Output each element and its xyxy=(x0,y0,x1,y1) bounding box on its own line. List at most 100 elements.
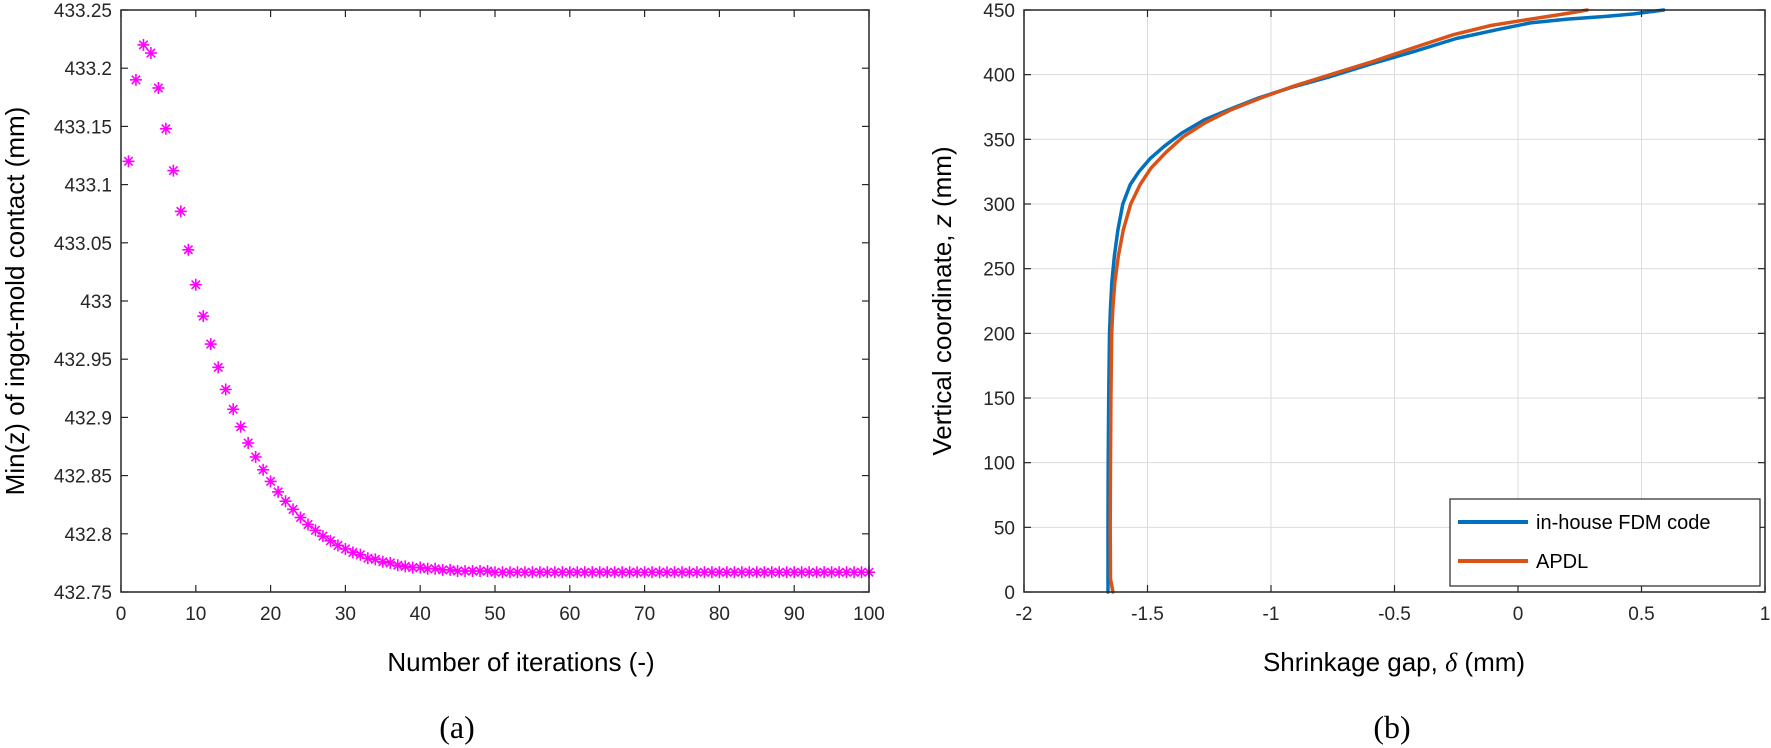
data-point xyxy=(414,561,427,574)
x-label-symbol: δ xyxy=(1445,648,1458,677)
y-label-unit: (mm) xyxy=(927,146,957,214)
chart-b-y-axis-label: Vertical coordinate, z (mm) xyxy=(927,146,957,455)
x-tick-label: 20 xyxy=(260,604,281,625)
data-point xyxy=(182,243,195,256)
data-point xyxy=(159,122,172,135)
x-tick-label: -1 xyxy=(1263,604,1280,625)
series-line-apdl xyxy=(1108,8,1589,594)
data-point xyxy=(242,437,255,450)
y-label-text: Vertical coordinate, xyxy=(927,227,957,455)
data-point xyxy=(272,485,285,498)
x-tick-label: 100 xyxy=(853,604,885,625)
chart-b-caption: (b) xyxy=(1373,709,1410,745)
chart-a: 0 10 20 30 40 50 60 70 80 90 100 432.75 432.8 432.85… xyxy=(0,1,885,745)
x-tick-label: 10 xyxy=(185,604,206,625)
data-point xyxy=(144,47,157,60)
data-point xyxy=(227,403,240,416)
data-point xyxy=(518,566,531,579)
data-point xyxy=(279,495,292,508)
chart-b-y-ticks: 0 50 100 150 200 250 300 350 400 450 xyxy=(983,1,1765,604)
y-tick-label: 0 xyxy=(1004,583,1015,604)
x-tick-label: 90 xyxy=(784,604,805,625)
data-point xyxy=(384,556,397,569)
chart-a-caption: (a) xyxy=(439,709,475,745)
y-tick-label: 432.75 xyxy=(54,583,112,604)
y-tick-label: 200 xyxy=(983,324,1015,345)
x-tick-label: -0.5 xyxy=(1378,604,1411,625)
data-point xyxy=(474,565,487,578)
data-point xyxy=(623,566,636,579)
data-point xyxy=(167,164,180,177)
data-point xyxy=(316,530,329,543)
x-tick-label: -1.5 xyxy=(1131,604,1164,625)
data-point xyxy=(444,563,457,576)
chart-a-plot-area xyxy=(121,10,869,592)
data-point xyxy=(129,73,142,86)
data-point xyxy=(818,566,831,579)
data-point xyxy=(234,420,247,433)
chart-a-markers xyxy=(122,38,875,579)
x-tick-label: 1 xyxy=(1760,604,1771,625)
y-tick-label: 250 xyxy=(983,260,1015,281)
x-tick-label: 60 xyxy=(559,604,580,625)
data-point xyxy=(563,566,576,579)
data-point xyxy=(302,518,314,531)
y-tick-label: 432.85 xyxy=(54,467,112,488)
chart-a-x-axis-label: Number of iterations (-) xyxy=(387,647,654,677)
data-point xyxy=(825,566,838,579)
data-point xyxy=(264,475,277,488)
x-label-unit: (mm) xyxy=(1457,647,1525,677)
x-tick-label: 0 xyxy=(116,604,127,625)
legend-label-apdl: APDL xyxy=(1536,551,1588,573)
data-point xyxy=(122,155,135,168)
data-point xyxy=(197,310,210,323)
x-tick-label: 0.5 xyxy=(1628,604,1654,625)
data-point xyxy=(735,566,748,579)
y-tick-label: 432.9 xyxy=(64,408,112,429)
data-point xyxy=(713,566,726,579)
x-tick-label: 0 xyxy=(1513,604,1524,625)
data-point xyxy=(174,205,187,218)
chart-b-x-ticks: -2 -1.5 -1 -0.5 0 0.5 1 xyxy=(1016,10,1771,625)
chart-a-x-ticks: 0 10 20 30 40 50 60 70 80 90 100 xyxy=(116,10,885,625)
data-point xyxy=(361,552,374,565)
data-point xyxy=(758,566,771,579)
y-tick-label: 100 xyxy=(983,454,1015,475)
y-tick-label: 433.25 xyxy=(54,1,112,22)
x-tick-label: 80 xyxy=(709,604,730,625)
data-point xyxy=(376,555,389,568)
chart-b-x-axis-label: Shrinkage gap, δ (mm) xyxy=(1263,647,1525,677)
y-tick-label: 150 xyxy=(983,389,1015,410)
y-tick-label: 432.8 xyxy=(64,525,112,546)
chart-a-y-axis-label: Min(z) of ingot-mold contact (mm) xyxy=(0,107,30,496)
x-tick-label: 30 xyxy=(335,604,356,625)
chart-a-y-ticks: 432.75 432.8 432.85 432.9 432.95 433 433.05 433… xyxy=(54,1,869,604)
data-point xyxy=(698,566,711,579)
data-point xyxy=(257,463,270,476)
data-point xyxy=(391,559,404,572)
y-tick-label: 433.05 xyxy=(54,234,112,255)
x-tick-label: 40 xyxy=(410,604,431,625)
data-point xyxy=(429,562,442,575)
legend-label-fdm: in-house FDM code xyxy=(1536,512,1711,534)
x-tick-label: 50 xyxy=(484,604,505,625)
data-point xyxy=(451,565,464,578)
data-point xyxy=(294,511,307,524)
data-point xyxy=(204,338,217,351)
y-tick-label: 432.95 xyxy=(54,350,112,371)
data-point xyxy=(212,361,225,374)
y-tick-label: 450 xyxy=(983,1,1015,22)
y-tick-label: 50 xyxy=(994,518,1015,539)
y-tick-label: 433 xyxy=(80,292,112,313)
data-point xyxy=(219,383,232,396)
data-point xyxy=(309,524,322,537)
data-point xyxy=(324,534,337,547)
data-point xyxy=(287,503,300,516)
chart-b-series xyxy=(1106,8,1666,594)
chart-b-legend: in-house FDM code APDL xyxy=(1449,498,1761,587)
data-point xyxy=(137,38,150,51)
y-tick-label: 433.2 xyxy=(64,59,112,80)
x-tick-label: 70 xyxy=(634,604,655,625)
x-tick-label: -2 xyxy=(1016,604,1033,625)
